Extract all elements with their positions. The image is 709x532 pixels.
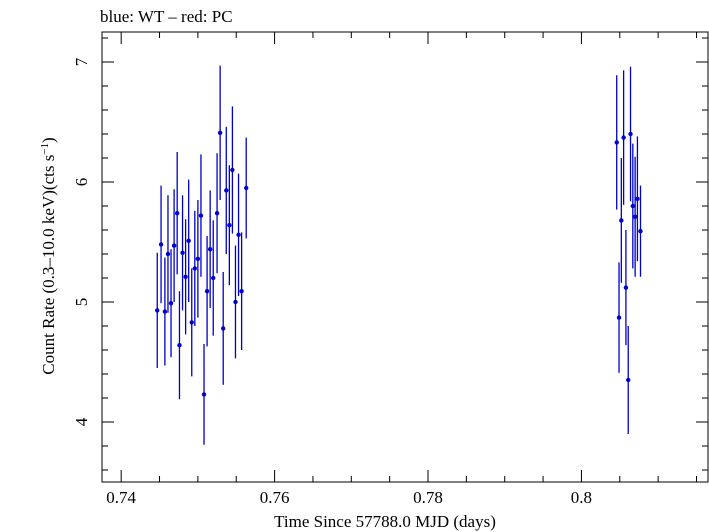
axis-ticks [102, 32, 708, 482]
data-point [614, 140, 619, 145]
y-axis-label-exponent: −1 [39, 143, 51, 155]
data-point [236, 232, 241, 237]
data-point [204, 289, 210, 294]
x-tick-label: 0.78 [413, 488, 443, 507]
data-point [192, 266, 198, 271]
data-point [158, 242, 164, 247]
data-point [224, 188, 229, 193]
data-point [207, 247, 213, 252]
data-point [619, 218, 624, 223]
data-point [171, 243, 177, 248]
data-point [628, 131, 633, 137]
data-point [177, 343, 182, 348]
data-point [635, 196, 640, 201]
data-point [233, 299, 238, 305]
y-tick-label: 6 [72, 178, 91, 187]
y-axis-label-main: Count Rate (0.3–10.0 keV)(cts s [39, 155, 58, 375]
data-point [189, 320, 194, 325]
data-point [230, 167, 235, 173]
data-point [195, 256, 201, 261]
y-tick-label: 4 [72, 417, 91, 426]
data-point [168, 301, 174, 306]
y-axis-label: Count Rate (0.3–10.0 keV)(cts s−1) [39, 137, 58, 374]
data-points [155, 65, 643, 445]
x-tick-label: 0.76 [260, 488, 290, 507]
data-point [244, 185, 249, 191]
y-tick-label: 7 [72, 57, 91, 66]
data-point [180, 250, 185, 255]
data-point [638, 229, 643, 234]
data-point [186, 238, 191, 243]
data-point [201, 392, 207, 397]
chart-title: blue: WT – red: PC [100, 7, 233, 26]
x-axis-label: Time Since 57788.0 MJD (days) [274, 512, 496, 531]
y-tick-labels: 4 5 6 7 [72, 57, 91, 426]
plot-frame [101, 31, 709, 483]
data-point [239, 289, 244, 294]
x-tick-label: 0.8 [571, 488, 592, 507]
data-point [162, 309, 168, 314]
x-tick-labels: 0.74 0.76 0.78 0.8 [106, 488, 592, 507]
data-point [632, 214, 638, 219]
x-tick-label: 0.74 [106, 488, 136, 507]
data-point [227, 223, 232, 228]
data-point [626, 377, 631, 383]
data-point [621, 135, 626, 140]
y-tick-label: 5 [72, 298, 91, 307]
data-point [165, 251, 171, 257]
data-point [183, 274, 188, 279]
series-wt [155, 65, 249, 445]
data-point [630, 203, 636, 209]
data-point [155, 308, 160, 313]
data-point [623, 285, 629, 290]
data-point [174, 211, 180, 216]
data-point [214, 211, 220, 216]
data-point [211, 275, 216, 281]
data-point [217, 130, 223, 135]
data-point [616, 315, 622, 320]
series-group-2 [614, 66, 643, 434]
data-point [221, 326, 226, 331]
data-point [198, 213, 204, 218]
y-axis-label-close: ) [39, 137, 58, 143]
